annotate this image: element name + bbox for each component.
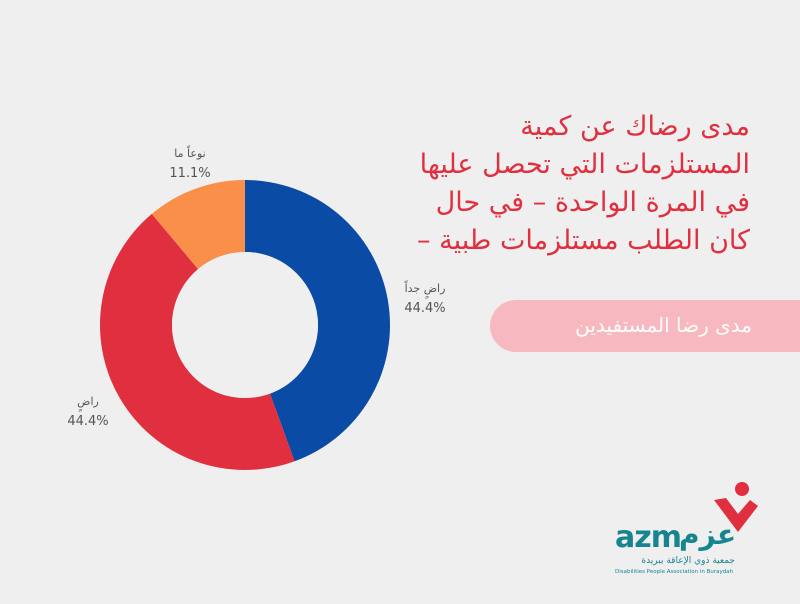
slice-category-label: راضٍ: [77, 395, 99, 412]
logo-org-english: Disabilities People Association in Buray…: [615, 569, 734, 575]
azm-logo: azm عزم جمعية ذوي الإعاقة ببريدة Disabil…: [605, 478, 765, 578]
donut-hole: [172, 252, 318, 398]
donut-slice: [245, 179, 391, 462]
subtitle-text: مدى رضا المستفيدين: [575, 313, 752, 337]
heart-person-icon: [714, 482, 758, 532]
logo-latin-text: azm: [615, 520, 682, 555]
title-line: مدى رضاك عن كمية: [520, 111, 750, 142]
donut-slice: [151, 180, 245, 270]
slice-category-label: راضٍ جداً: [404, 280, 445, 299]
title-line: كان الطلب مستلزمات طبية –: [417, 225, 750, 256]
slice-value-label: 11.1%: [169, 166, 210, 181]
slice-value-label: 44.4%: [67, 414, 108, 429]
donut-slice: [99, 213, 295, 471]
logo-org-arabic: جمعية ذوي الإعاقة ببريدة: [641, 556, 735, 566]
logo-arabic-text: عزم: [679, 518, 737, 551]
slice-category-label: نوعاً ما: [174, 145, 205, 160]
chart-title: مدى رضاك عن كمية المستلزمات التي تحصل عل…: [360, 108, 750, 260]
title-line: في المرة الواحدة – في حال: [435, 187, 750, 218]
title-line: المستلزمات التي تحصل عليها: [419, 149, 750, 180]
subtitle-pill: مدى رضا المستفيدين: [490, 300, 800, 352]
slice-value-label: 44.4%: [404, 301, 445, 316]
